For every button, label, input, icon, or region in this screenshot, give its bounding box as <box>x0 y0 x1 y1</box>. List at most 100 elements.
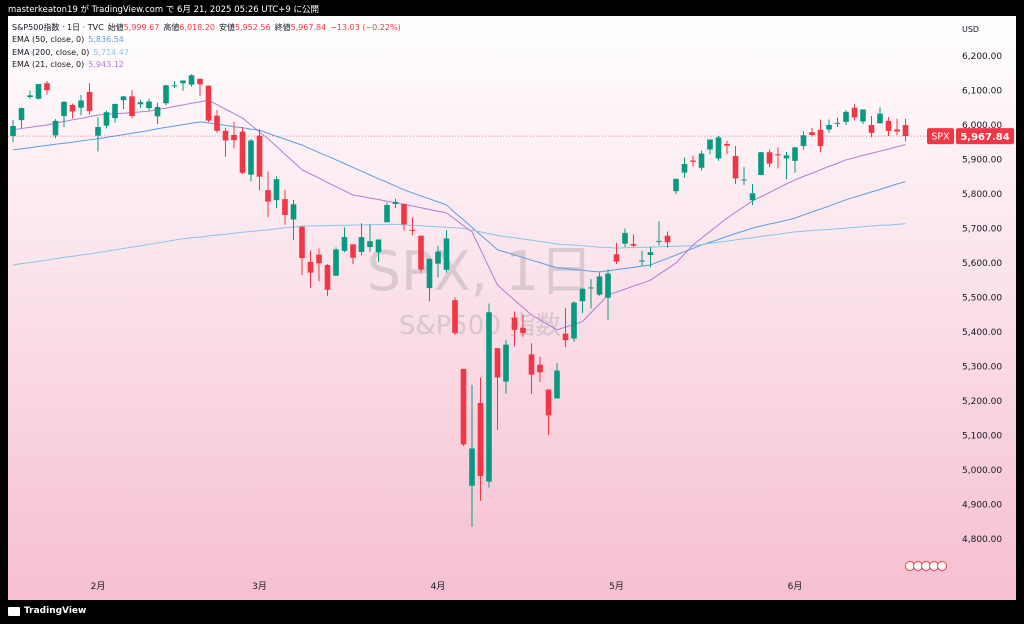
y-tick-label: 6,100.00 <box>962 86 1002 96</box>
chart-panel <box>8 16 1016 600</box>
candle-body <box>605 273 611 298</box>
ohlc-name: 始値 <box>107 23 124 32</box>
candle-body <box>639 260 645 262</box>
candle-body <box>562 333 569 341</box>
candle-body <box>554 370 560 399</box>
candle-body <box>826 124 832 130</box>
candle-body <box>52 120 59 136</box>
x-tick-label: 4月 <box>431 581 446 592</box>
candle-body <box>656 240 662 242</box>
candle-body <box>324 265 331 290</box>
candle-body <box>86 91 93 112</box>
candle-body <box>222 130 229 141</box>
candle-body <box>698 153 705 168</box>
candle-body <box>341 237 348 251</box>
candle-body <box>732 156 739 179</box>
candle-body <box>418 235 424 270</box>
candle-body <box>460 368 467 445</box>
watermark-name: S&P500 指数 <box>399 311 561 341</box>
legend: S&P500指数 · 1日 · TVC 始値5,999.67 高値6,018.20… <box>12 22 401 71</box>
candle-body <box>426 258 433 289</box>
candle-body <box>10 126 16 137</box>
candle-body <box>834 122 841 124</box>
x-tick-label: 6月 <box>788 581 803 592</box>
legend-value: 5,943.12 <box>88 59 124 69</box>
candle-body <box>715 137 722 159</box>
legend-value: 5,836.54 <box>88 35 124 45</box>
candle-body <box>673 178 679 192</box>
ema-line <box>12 99 906 331</box>
candle-body <box>800 135 807 147</box>
candle-body <box>511 317 518 330</box>
legend-name: EMA (200, close, 0) <box>12 47 90 57</box>
legend-entry: EMA (21, close, 0) 5,943.12 <box>12 59 401 71</box>
candle-body <box>248 140 254 175</box>
candle-body <box>239 131 246 173</box>
flags <box>905 561 947 571</box>
candle-body <box>299 226 305 259</box>
candle-body <box>664 235 671 243</box>
candle-body <box>333 249 339 276</box>
candle-body <box>231 134 237 141</box>
ohlc-item: 高値6,018.20 <box>163 22 215 34</box>
candle-body <box>120 96 127 101</box>
candle-body <box>503 344 509 382</box>
candle-body <box>78 100 84 108</box>
candle-body <box>146 101 152 109</box>
candle-body <box>545 389 552 416</box>
candle-body <box>877 113 883 124</box>
candle-body <box>613 254 620 262</box>
ohlc-value: 6,018.20 <box>179 23 215 32</box>
ohlc-change: −13.03 (−0.22%) <box>330 23 401 32</box>
legend-name: EMA (50, close, 0) <box>12 35 85 45</box>
candle-body <box>265 190 271 202</box>
ohlc-value: 5,967.84 <box>290 23 327 32</box>
y-tick-label: 5,300.00 <box>962 362 1002 372</box>
footer-logo <box>8 607 20 616</box>
ema-line <box>12 121 906 273</box>
y-tick-label: 5,800.00 <box>962 190 1002 200</box>
candle-body <box>35 83 42 99</box>
candle-body <box>902 125 909 137</box>
y-tick-label: 5,000.00 <box>962 466 1002 476</box>
candle-body <box>630 243 637 246</box>
candle-body <box>384 205 390 223</box>
candle-body <box>792 147 798 161</box>
y-tick-label: 4,800.00 <box>962 535 1002 545</box>
candle-body <box>44 83 50 91</box>
candle-body <box>205 85 212 121</box>
currency: USD <box>962 25 979 34</box>
candle-body <box>596 276 603 295</box>
candle-body <box>851 107 858 118</box>
y-tick-label: 4,900.00 <box>962 500 1002 510</box>
candle-body <box>758 152 764 175</box>
candle-body <box>724 143 730 146</box>
candle-body <box>494 348 501 378</box>
candle-body <box>409 229 416 231</box>
candles <box>10 74 909 527</box>
candle-body <box>579 288 586 302</box>
candle-body <box>817 129 824 147</box>
ohlc-name: 高値 <box>163 23 180 32</box>
y-tick-label: 5,100.00 <box>962 431 1002 441</box>
candle-body <box>290 204 297 220</box>
candle-body <box>749 193 756 201</box>
candle-body <box>358 237 365 252</box>
y-tick-label: 5,500.00 <box>962 293 1002 303</box>
candle-body <box>690 160 696 162</box>
candle-body <box>622 232 628 244</box>
candle-body <box>103 112 110 126</box>
candle-body <box>95 127 101 136</box>
legend-entry: EMA (200, close, 0) 5,714.47 <box>12 47 401 59</box>
candle-body <box>477 402 484 477</box>
candle-body <box>783 155 790 159</box>
candle-body <box>367 241 373 248</box>
candle-body <box>112 103 118 119</box>
candle-body <box>520 327 526 333</box>
candle-body <box>843 111 849 122</box>
symbol-title: S&P500指数 · 1日 · TVC <box>12 23 104 32</box>
legend-entry: EMA (50, close, 0) 5,836.54 <box>12 34 401 46</box>
candle-body <box>469 448 475 486</box>
x-tick-label: 5月 <box>609 581 624 592</box>
candle-body <box>401 203 407 225</box>
